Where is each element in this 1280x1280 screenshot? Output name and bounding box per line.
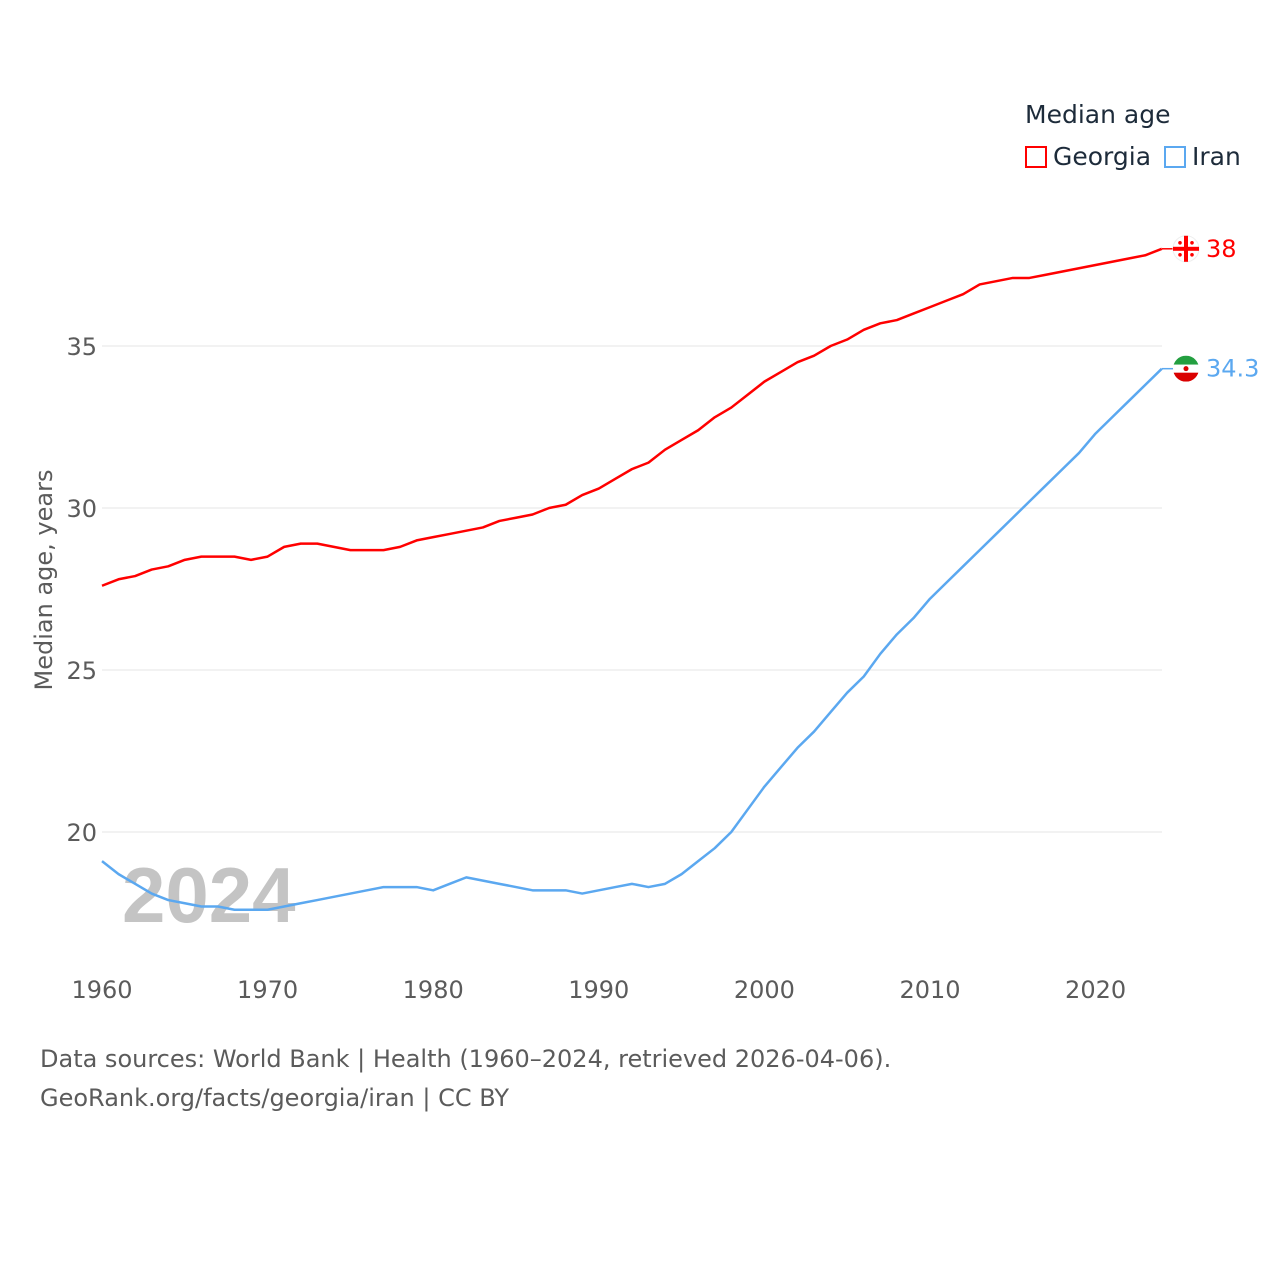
x-tick-label: 2020 bbox=[1065, 976, 1126, 1004]
georgia-flag-icon bbox=[1172, 235, 1200, 263]
x-tick-label: 1990 bbox=[568, 976, 629, 1004]
iran-flag-icon bbox=[1173, 355, 1199, 382]
legend-label: Georgia bbox=[1053, 142, 1152, 171]
y-tick-label: 25 bbox=[66, 657, 97, 685]
y-tick-label: 30 bbox=[66, 495, 97, 523]
end-value-label: 38 bbox=[1206, 235, 1237, 263]
series-line-iran[interactable] bbox=[101, 367, 1163, 912]
y-tick-label: 35 bbox=[66, 333, 97, 361]
end-value-label: 34.3 bbox=[1206, 355, 1259, 383]
legend-item-iran[interactable]: Iran bbox=[1164, 142, 1241, 171]
x-tick-label: 1980 bbox=[403, 976, 464, 1004]
x-tick-label: 1970 bbox=[237, 976, 298, 1004]
legend-title: Median age bbox=[1025, 100, 1171, 129]
footer-attribution[interactable]: GeoRank.org/facts/georgia/iran | CC BY bbox=[40, 1084, 510, 1112]
legend-swatch bbox=[1025, 145, 1047, 168]
y-tick-label: 20 bbox=[66, 819, 97, 847]
x-tick-label: 2010 bbox=[899, 976, 960, 1004]
series-line-georgia[interactable] bbox=[101, 247, 1163, 587]
legend-item-georgia[interactable]: Georgia bbox=[1025, 142, 1151, 171]
x-tick-label: 2000 bbox=[734, 976, 795, 1004]
legend-label: Iran bbox=[1192, 142, 1241, 171]
footer-sources: Data sources: World Bank | Health (1960–… bbox=[40, 1045, 892, 1073]
year-watermark: 2024 bbox=[122, 851, 296, 939]
y-axis-label: Median age, years bbox=[30, 470, 58, 691]
x-tick-label: 1960 bbox=[71, 976, 132, 1004]
legend-swatch bbox=[1164, 145, 1186, 168]
